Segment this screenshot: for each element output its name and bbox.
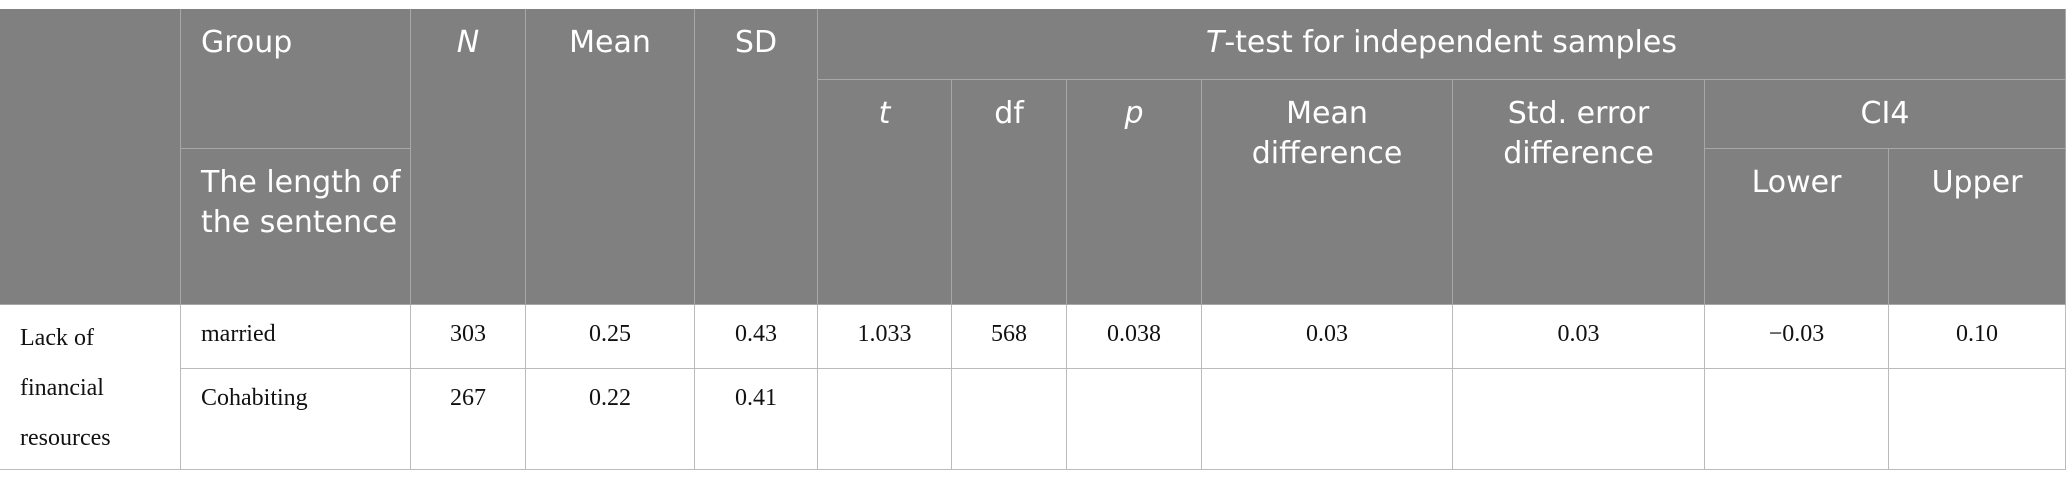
cell-t	[818, 369, 952, 470]
cell-df	[952, 369, 1067, 470]
cell-group: Cohabiting	[181, 369, 411, 470]
cell-p: 0.038	[1067, 305, 1202, 369]
header-ci: CI4	[1705, 80, 2066, 149]
cell-p	[1067, 369, 1202, 470]
header-sd: SD	[695, 9, 818, 305]
cell-mean-difference	[1202, 369, 1453, 470]
cell-lower: −0.03	[1705, 305, 1889, 369]
cell-lower	[1705, 369, 1889, 470]
header-p: p	[1067, 80, 1202, 305]
header-df: df	[952, 80, 1067, 305]
cell-t: 1.033	[818, 305, 952, 369]
cell-std-error-difference	[1453, 369, 1705, 470]
header-t: t	[818, 80, 952, 305]
cell-std-error-difference: 0.03	[1453, 305, 1705, 369]
cell-sd: 0.41	[695, 369, 818, 470]
header-blank	[0, 9, 181, 305]
cell-upper	[1889, 369, 2066, 470]
header-group: Group	[181, 9, 411, 149]
cell-group: married	[181, 305, 411, 369]
row-category: Lack of financial resources	[0, 305, 181, 470]
cell-mean-difference: 0.03	[1202, 305, 1453, 369]
header-lower: Lower	[1705, 149, 1889, 305]
cell-mean: 0.25	[526, 305, 695, 369]
header-ttest: T-test for independent samples	[818, 9, 2066, 80]
header-sentence-length: The length of the sentence	[181, 149, 411, 305]
header-upper: Upper	[1889, 149, 2066, 305]
header-std-error: Std. error difference	[1453, 80, 1705, 305]
header-mean: Mean	[526, 9, 695, 305]
header-n: N	[411, 9, 526, 305]
cell-n: 303	[411, 305, 526, 369]
cell-mean: 0.22	[526, 369, 695, 470]
cell-df: 568	[952, 305, 1067, 369]
cell-sd: 0.43	[695, 305, 818, 369]
cell-upper: 0.10	[1889, 305, 2066, 369]
header-mean-difference: Mean difference	[1202, 80, 1453, 305]
cell-n: 267	[411, 369, 526, 470]
